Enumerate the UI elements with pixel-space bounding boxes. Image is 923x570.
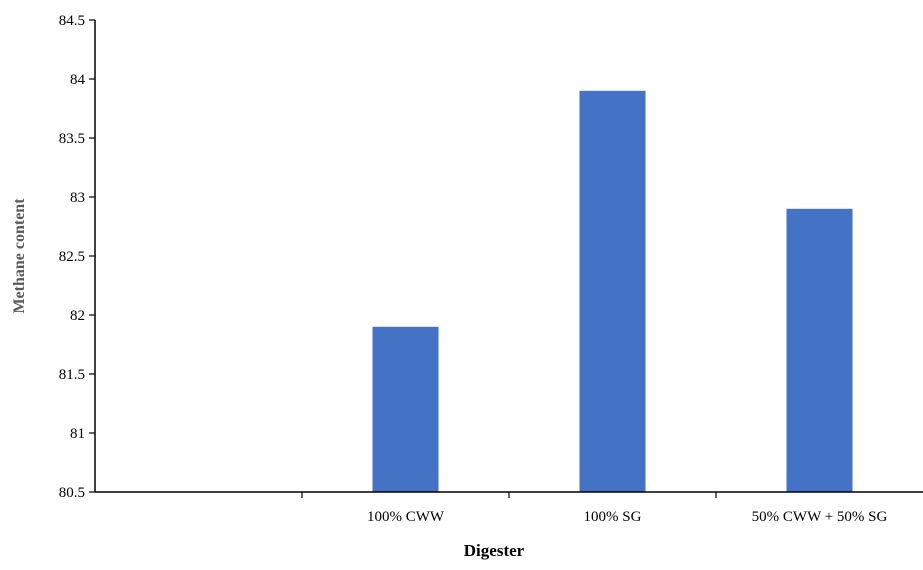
- y-tick-label: 83.5: [59, 131, 85, 147]
- y-tick-label: 80.5: [59, 485, 85, 501]
- y-tick-label: 82.5: [59, 249, 85, 265]
- y-tick-label: 81: [70, 426, 85, 442]
- bar: [786, 208, 853, 493]
- bar-series: [372, 90, 853, 493]
- x-axis-ticks: 100% CWW 100% SG 50% CWW + 50% SG: [301, 492, 888, 525]
- y-tick-label: 84.5: [59, 13, 85, 29]
- x-tick-label: 50% CWW + 50% SG: [752, 509, 888, 525]
- y-tick-label: 83: [70, 190, 85, 206]
- bar: [372, 326, 439, 492]
- y-tick-label: 81.5: [59, 367, 85, 383]
- x-axis-title: Digester: [464, 541, 525, 560]
- x-tick-label: 100% CWW: [367, 509, 445, 525]
- y-axis-title: Methane content: [11, 198, 28, 314]
- bar: [579, 90, 646, 493]
- y-tick-label: 82: [70, 308, 85, 324]
- y-axis-ticks: 84.5 84 83.5 83 82.5 82 81.5 81 80.5: [59, 13, 95, 501]
- y-tick-label: 84: [70, 72, 86, 88]
- x-tick-label: 100% SG: [584, 509, 642, 525]
